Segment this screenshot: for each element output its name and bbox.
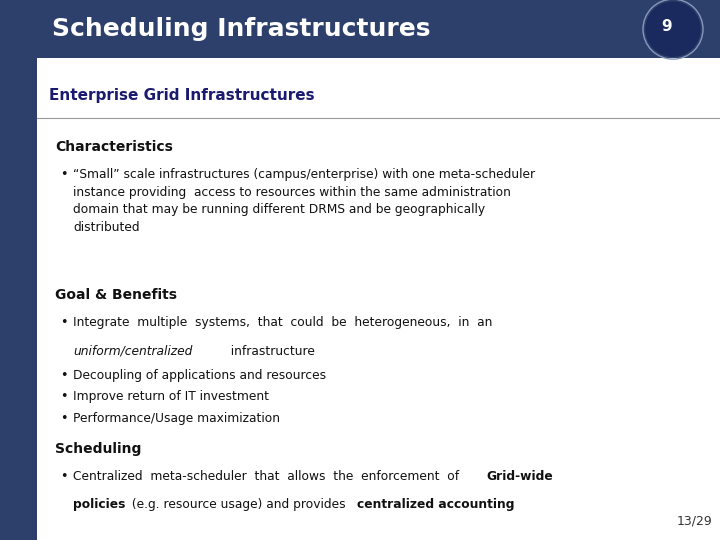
Text: Centralized  meta-scheduler  that  allows  the  enforcement  of: Centralized meta-scheduler that allows t… bbox=[73, 470, 467, 483]
Text: Decoupling of applications and resources: Decoupling of applications and resources bbox=[73, 369, 327, 382]
Text: (e.g. resource usage) and provides: (e.g. resource usage) and provides bbox=[128, 498, 350, 511]
Text: “Small” scale infrastructures (campus/enterprise) with one meta-scheduler
instan: “Small” scale infrastructures (campus/en… bbox=[73, 168, 536, 234]
Text: centralized accounting: centralized accounting bbox=[357, 498, 514, 511]
Text: Scheduling Infrastructures: Scheduling Infrastructures bbox=[53, 17, 431, 41]
Text: Grid-wide: Grid-wide bbox=[486, 470, 553, 483]
Text: •: • bbox=[60, 168, 68, 181]
Text: 9: 9 bbox=[662, 19, 672, 33]
Text: Enterprise Grid Infrastructures: Enterprise Grid Infrastructures bbox=[50, 89, 315, 103]
Text: •: • bbox=[60, 316, 68, 329]
Text: 13/29: 13/29 bbox=[676, 515, 712, 528]
Text: infrastructure: infrastructure bbox=[223, 345, 315, 358]
Text: •: • bbox=[60, 390, 68, 403]
Circle shape bbox=[646, 2, 700, 56]
Text: Goal & Benefits: Goal & Benefits bbox=[55, 288, 177, 302]
Text: Improve return of IT investment: Improve return of IT investment bbox=[73, 390, 269, 403]
Text: •: • bbox=[60, 369, 68, 382]
Text: Performance/Usage maximization: Performance/Usage maximization bbox=[73, 412, 281, 425]
Text: Scheduling: Scheduling bbox=[55, 442, 142, 456]
Text: policies: policies bbox=[73, 498, 126, 511]
Text: •: • bbox=[60, 412, 68, 425]
Text: •: • bbox=[60, 470, 68, 483]
Text: Integrate  multiple  systems,  that  could  be  heterogeneous,  in  an: Integrate multiple systems, that could b… bbox=[73, 316, 492, 329]
Text: uniform/centralized: uniform/centralized bbox=[73, 345, 193, 358]
Text: Characteristics: Characteristics bbox=[55, 140, 174, 154]
FancyBboxPatch shape bbox=[0, 58, 37, 540]
FancyBboxPatch shape bbox=[0, 0, 720, 58]
